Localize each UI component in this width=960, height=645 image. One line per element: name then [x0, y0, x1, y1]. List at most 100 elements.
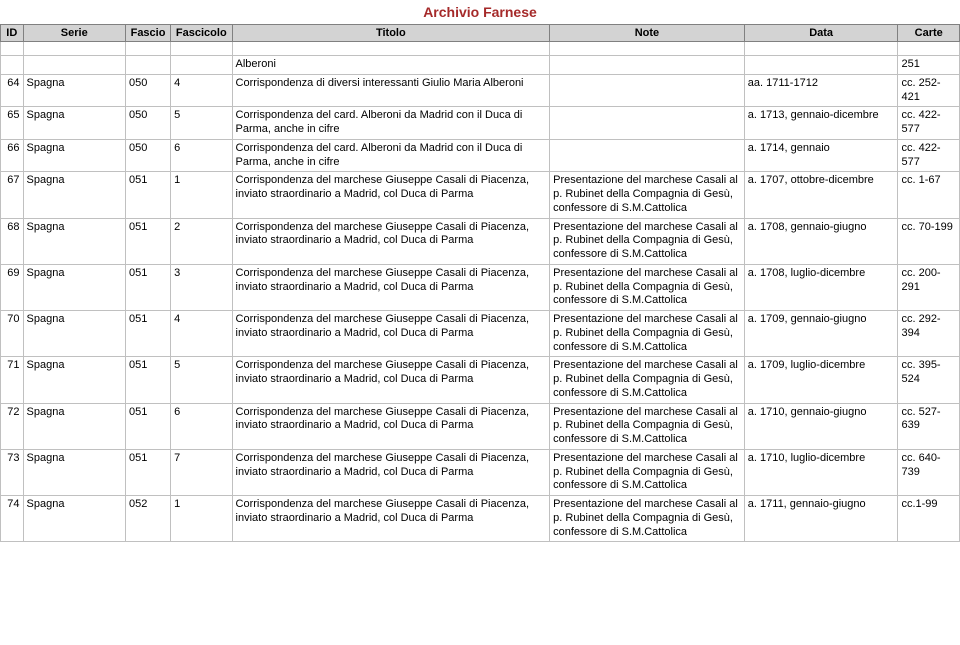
cell-serie: Spagna — [23, 403, 125, 449]
cell-note: Presentazione del marchese Casali al p. … — [550, 357, 745, 403]
cell-fascio: 050 — [125, 107, 170, 140]
cell-fascio — [125, 56, 170, 75]
col-header-fascio: Fascio — [125, 25, 170, 42]
col-header-titolo: Titolo — [232, 25, 550, 42]
cell-serie: Spagna — [23, 172, 125, 218]
table-row: 64Spagna0504Corrispondenza di diversi in… — [1, 74, 960, 107]
cell-id: 74 — [1, 496, 24, 542]
cell-titolo: Corrispondenza del marchese Giuseppe Cas… — [232, 311, 550, 357]
cell-fascio: 051 — [125, 449, 170, 495]
cell-carte: cc.1-99 — [898, 496, 960, 542]
cell-data: a. 1710, luglio-dicembre — [744, 449, 898, 495]
cell-fascio: 051 — [125, 403, 170, 449]
table-row: 66Spagna0506Corrispondenza del card. Alb… — [1, 139, 960, 172]
cell-fascicolo: 4 — [171, 311, 232, 357]
cell-fascicolo: 1 — [171, 496, 232, 542]
cell-note: Presentazione del marchese Casali al p. … — [550, 218, 745, 264]
cell-titolo: Corrispondenza del card. Alberoni da Mad… — [232, 139, 550, 172]
cell-fascicolo: 5 — [171, 357, 232, 403]
cell-note — [550, 107, 745, 140]
spacer-row — [1, 42, 960, 56]
cell-id: 71 — [1, 357, 24, 403]
cell-fascicolo: 6 — [171, 139, 232, 172]
cell-fascio: 051 — [125, 264, 170, 310]
cell-data: a. 1708, luglio-dicembre — [744, 264, 898, 310]
table-row: 72Spagna0516Corrispondenza del marchese … — [1, 403, 960, 449]
cell-fascicolo: 5 — [171, 107, 232, 140]
cell-carte: cc. 292-394 — [898, 311, 960, 357]
table-row: 71Spagna0515Corrispondenza del marchese … — [1, 357, 960, 403]
cell-titolo: Alberoni — [232, 56, 550, 75]
cell-id: 69 — [1, 264, 24, 310]
table-row: 70Spagna0514Corrispondenza del marchese … — [1, 311, 960, 357]
cell-data: a. 1710, gennaio-giugno — [744, 403, 898, 449]
table-header-row: ID Serie Fascio Fascicolo Titolo Note Da… — [1, 25, 960, 42]
cell-data: a. 1711, gennaio-giugno — [744, 496, 898, 542]
archive-table: ID Serie Fascio Fascicolo Titolo Note Da… — [0, 24, 960, 542]
cell-id: 64 — [1, 74, 24, 107]
cell-data: a. 1709, luglio-dicembre — [744, 357, 898, 403]
cell-carte: cc. 395-524 — [898, 357, 960, 403]
cell-data: a. 1707, ottobre-dicembre — [744, 172, 898, 218]
cell-titolo: Corrispondenza del marchese Giuseppe Cas… — [232, 357, 550, 403]
cell-fascio: 050 — [125, 74, 170, 107]
table-row: Alberoni 251 — [1, 56, 960, 75]
cell-fascicolo: 1 — [171, 172, 232, 218]
cell-note: Presentazione del marchese Casali al p. … — [550, 403, 745, 449]
cell-carte: cc. 200-291 — [898, 264, 960, 310]
cell-id: 68 — [1, 218, 24, 264]
cell-id: 72 — [1, 403, 24, 449]
cell-fascicolo: 2 — [171, 218, 232, 264]
cell-serie: Spagna — [23, 139, 125, 172]
cell-data: aa. 1711-1712 — [744, 74, 898, 107]
cell-carte: 251 — [898, 56, 960, 75]
cell-serie: Spagna — [23, 107, 125, 140]
cell-fascicolo: 7 — [171, 449, 232, 495]
cell-data: a. 1709, gennaio-giugno — [744, 311, 898, 357]
col-header-id: ID — [1, 25, 24, 42]
table-row: 65Spagna0505Corrispondenza del card. Alb… — [1, 107, 960, 140]
cell-carte: cc. 527-639 — [898, 403, 960, 449]
table-row: 73Spagna0517Corrispondenza del marchese … — [1, 449, 960, 495]
col-header-note: Note — [550, 25, 745, 42]
cell-note: Presentazione del marchese Casali al p. … — [550, 172, 745, 218]
cell-titolo: Corrispondenza del marchese Giuseppe Cas… — [232, 264, 550, 310]
cell-carte: cc. 70-199 — [898, 218, 960, 264]
cell-data — [744, 56, 898, 75]
table-row: 74Spagna0521Corrispondenza del marchese … — [1, 496, 960, 542]
cell-fascio: 051 — [125, 218, 170, 264]
cell-titolo: Corrispondenza del marchese Giuseppe Cas… — [232, 449, 550, 495]
cell-id: 73 — [1, 449, 24, 495]
cell-note: Presentazione del marchese Casali al p. … — [550, 311, 745, 357]
col-header-carte: Carte — [898, 25, 960, 42]
cell-titolo: Corrispondenza del marchese Giuseppe Cas… — [232, 172, 550, 218]
cell-id: 66 — [1, 139, 24, 172]
cell-carte: cc. 252-421 — [898, 74, 960, 107]
cell-fascio: 050 — [125, 139, 170, 172]
cell-note: Presentazione del marchese Casali al p. … — [550, 264, 745, 310]
cell-data: a. 1708, gennaio-giugno — [744, 218, 898, 264]
cell-fascio: 052 — [125, 496, 170, 542]
cell-serie: Spagna — [23, 449, 125, 495]
cell-titolo: Corrispondenza del card. Alberoni da Mad… — [232, 107, 550, 140]
cell-serie — [23, 56, 125, 75]
cell-titolo: Corrispondenza del marchese Giuseppe Cas… — [232, 218, 550, 264]
col-header-serie: Serie — [23, 25, 125, 42]
col-header-fascicolo: Fascicolo — [171, 25, 232, 42]
table-row: 69Spagna0513Corrispondenza del marchese … — [1, 264, 960, 310]
cell-fascicolo: 4 — [171, 74, 232, 107]
col-header-data: Data — [744, 25, 898, 42]
cell-note — [550, 74, 745, 107]
cell-fascicolo: 3 — [171, 264, 232, 310]
cell-id: 70 — [1, 311, 24, 357]
cell-serie: Spagna — [23, 311, 125, 357]
cell-titolo: Corrispondenza del marchese Giuseppe Cas… — [232, 403, 550, 449]
cell-note: Presentazione del marchese Casali al p. … — [550, 496, 745, 542]
cell-titolo: Corrispondenza di diversi interessanti G… — [232, 74, 550, 107]
cell-serie: Spagna — [23, 218, 125, 264]
cell-fascicolo — [171, 56, 232, 75]
cell-fascio: 051 — [125, 311, 170, 357]
cell-carte: cc. 640-739 — [898, 449, 960, 495]
cell-data: a. 1714, gennaio — [744, 139, 898, 172]
page-title: Archivio Farnese — [0, 0, 960, 24]
